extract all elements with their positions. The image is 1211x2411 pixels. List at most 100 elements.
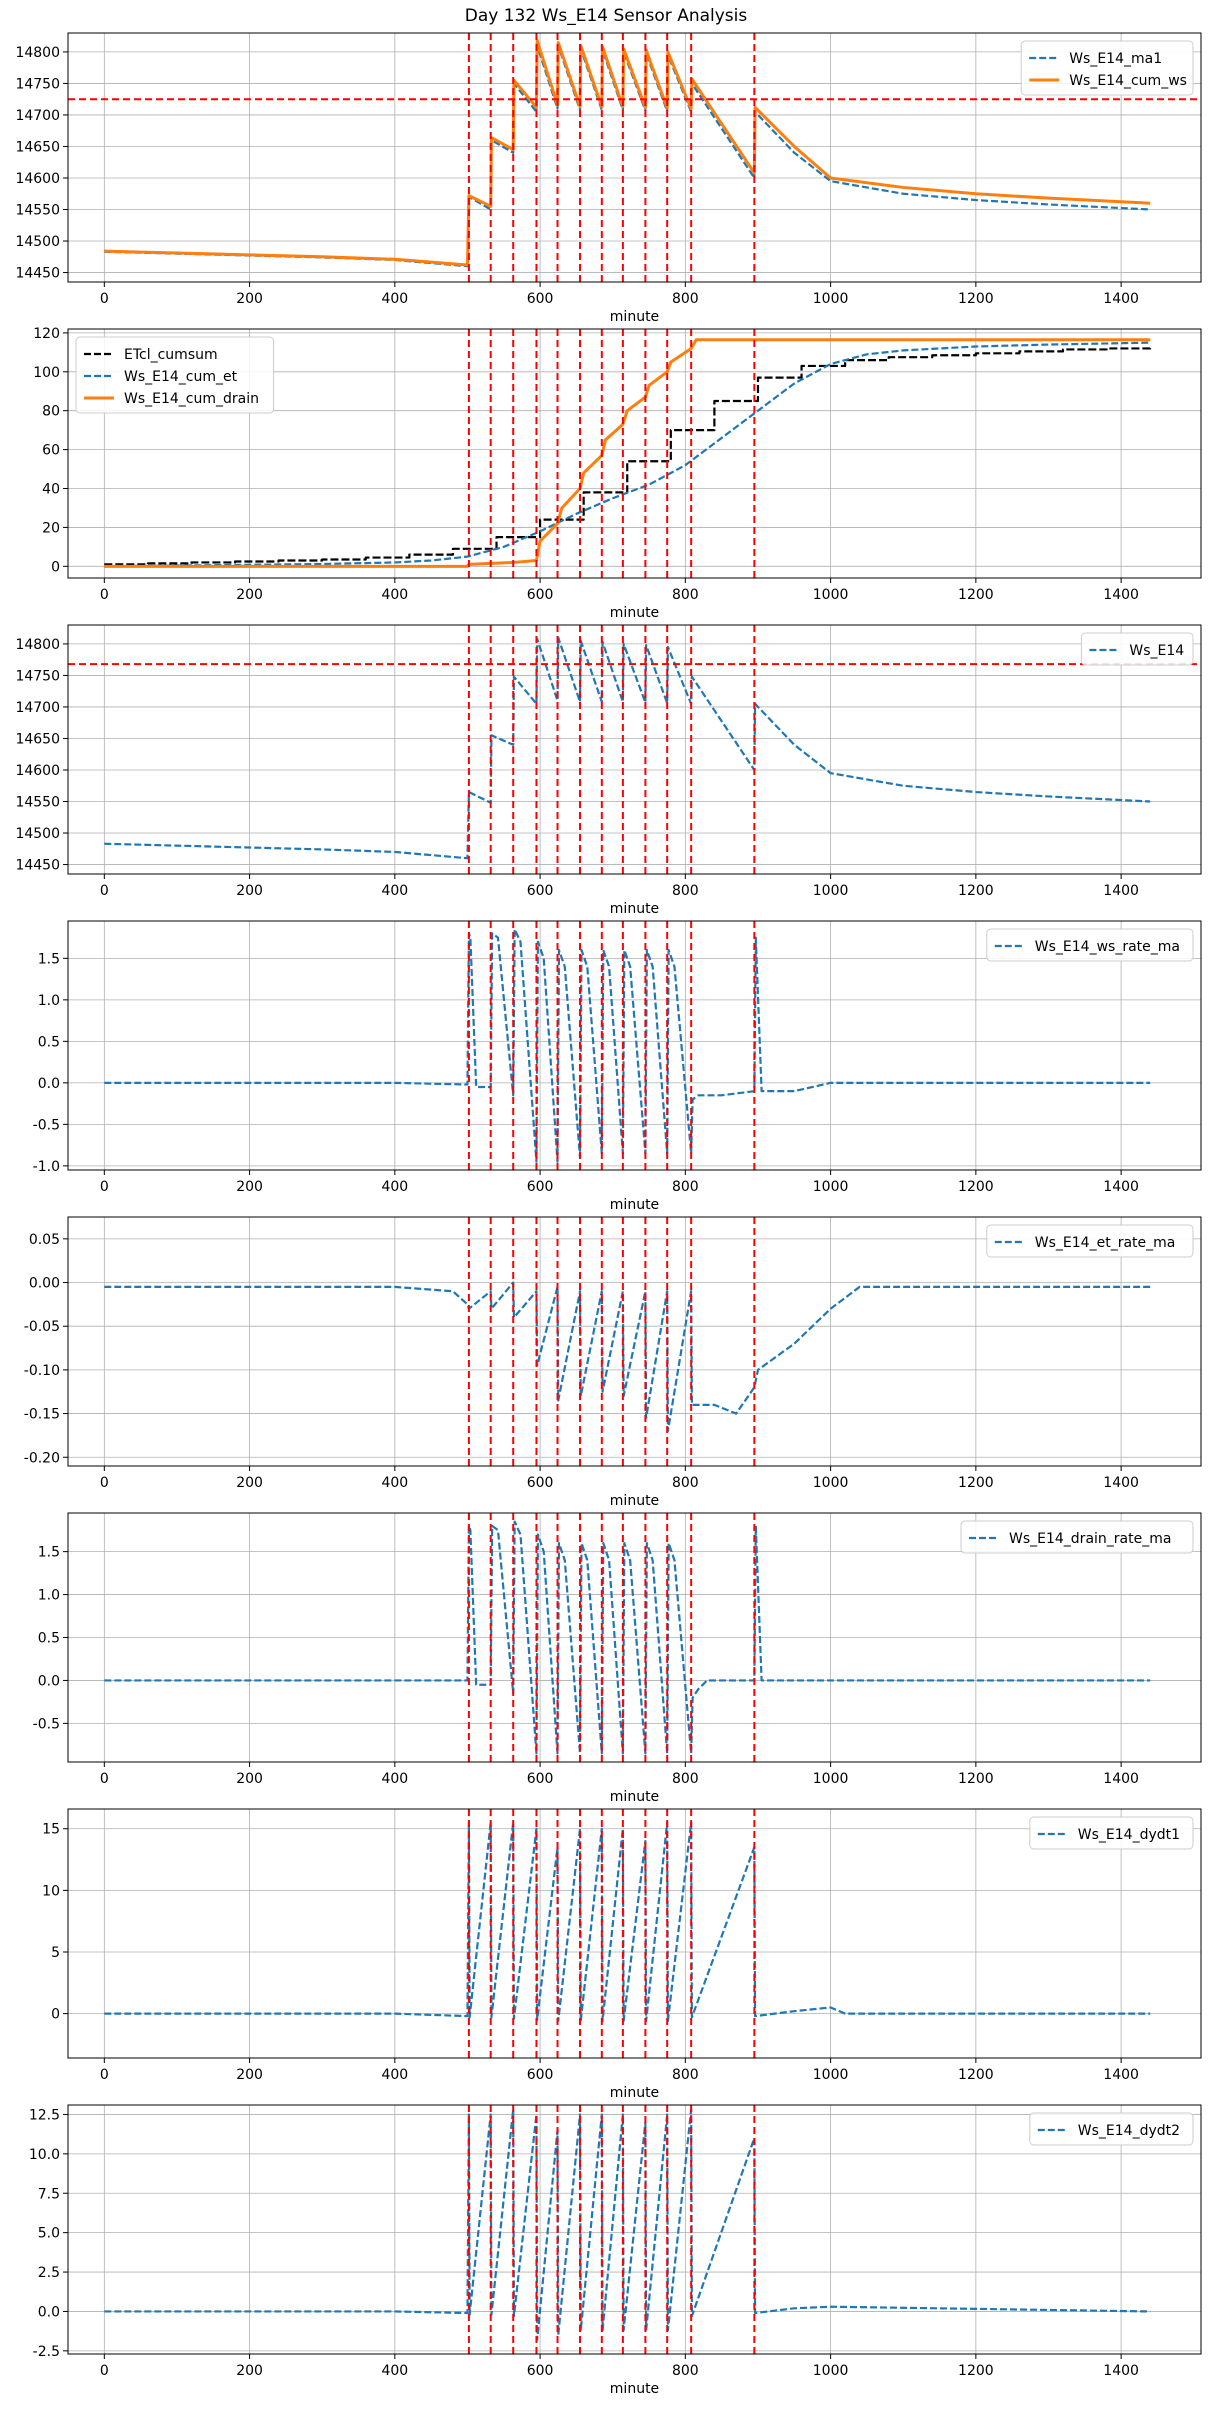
y-tick-label: 1.0 — [38, 993, 60, 1009]
legend-box — [960, 1520, 1194, 1554]
legend-entry-label: Ws_E14_cum_et — [124, 369, 238, 385]
axes-frame — [67, 1808, 1202, 2059]
y-tick-label: 5 — [51, 1945, 60, 1961]
y-tick-label: -0.05 — [24, 1319, 60, 1335]
x-tick-label: 600 — [527, 2067, 554, 2083]
legend: ETcl_cumsum Ws_E14_cum_et Ws_E14_cum_drain — [75, 336, 275, 414]
x-tick-label: 1000 — [813, 2067, 849, 2083]
x-tick-label: 200 — [236, 883, 263, 899]
y-tick-label: 0.05 — [29, 1232, 60, 1248]
y-tick-label: 120 — [33, 326, 60, 342]
x-tick-label: 1000 — [813, 291, 849, 307]
x-tick-label: 400 — [381, 2067, 408, 2083]
x-tick-label: 800 — [672, 1771, 699, 1787]
subplot-5: 0 200 400 600 800 1000 1200 1400 -0.20 -0.15 -0.10… — [24, 1216, 1202, 1509]
legend-entry-label: Ws_E14_drain_rate_ma — [1009, 1531, 1171, 1547]
x-tick-label: 400 — [381, 1475, 408, 1491]
y-tick-label: -2.5 — [33, 2344, 60, 2360]
legend-box — [75, 336, 275, 414]
x-tick-label: 200 — [236, 2363, 263, 2379]
y-tick-label: 14550 — [15, 203, 60, 219]
y-tick-label: -0.20 — [24, 1450, 60, 1466]
y-tick-label: 0.0 — [38, 2304, 60, 2320]
x-tick-label: 0 — [100, 1475, 109, 1491]
series-line-ws-e14-drain-rate-ma — [104, 1520, 1151, 1755]
legend-entry-label: Ws_E14_et_rate_ma — [1035, 1235, 1176, 1251]
subplot-4: 0 200 400 600 800 1000 1200 1400 -1.0 -0.5 0.0 0.5 1… — [33, 920, 1202, 1213]
y-tick-label: 2.5 — [38, 2265, 60, 2281]
x-tick-label: 1400 — [1103, 587, 1139, 603]
x-tick-label: 0 — [100, 587, 109, 603]
x-tick-label: 400 — [381, 587, 408, 603]
y-tick-label: 14500 — [15, 234, 60, 250]
x-tick-label: 1200 — [958, 291, 994, 307]
plot-area — [104, 2105, 1151, 2354]
x-tick-label: 200 — [236, 1179, 263, 1195]
y-tick-label: 5.0 — [38, 2226, 60, 2242]
y-tick-label: 0.5 — [38, 1631, 60, 1647]
x-axis-label: minute — [610, 2085, 659, 2101]
y-tick-label: 14450 — [15, 266, 60, 282]
x-tick-label: 1200 — [958, 883, 994, 899]
x-tick-label: 1000 — [813, 1179, 849, 1195]
x-tick-label: 1400 — [1103, 1771, 1139, 1787]
y-tick-label: -0.10 — [24, 1363, 60, 1379]
legend-box — [986, 928, 1194, 962]
y-tick-label: 14650 — [15, 139, 60, 155]
legend-box — [1029, 2112, 1194, 2146]
axes-frame — [67, 1216, 1202, 1467]
plot-area — [104, 1809, 1151, 2058]
y-tick-label: 14750 — [15, 76, 60, 92]
axes-frame — [67, 624, 1202, 875]
x-tick-label: 1200 — [958, 2363, 994, 2379]
x-tick-label: 400 — [381, 883, 408, 899]
x-tick-label: 200 — [236, 291, 263, 307]
series-line-ws-e14-et-rate-ma — [104, 1281, 1151, 1433]
x-tick-label: 800 — [672, 587, 699, 603]
y-tick-label: 1.0 — [38, 1588, 60, 1604]
x-tick-label: 1000 — [813, 883, 849, 899]
y-tick-label: 1.5 — [38, 1545, 60, 1561]
y-tick-label: 14450 — [15, 858, 60, 874]
y-tick-label: 1.5 — [38, 951, 60, 967]
axes-frame — [67, 2104, 1202, 2355]
y-tick-label: 14650 — [15, 731, 60, 747]
x-axis-label: minute — [610, 2381, 659, 2397]
x-tick-label: 1400 — [1103, 291, 1139, 307]
x-tick-label: 400 — [381, 1771, 408, 1787]
x-axis-label: minute — [610, 309, 659, 325]
axes-frame — [67, 920, 1202, 1171]
x-tick-label: 1400 — [1103, 1179, 1139, 1195]
x-axis-label: minute — [610, 901, 659, 917]
legend: Ws_E14_drain_rate_ma — [960, 1520, 1194, 1554]
legend-entry-label: Ws_E14_ws_rate_ma — [1035, 939, 1180, 955]
series-line-ws-e14-cum-ws — [104, 39, 1151, 267]
legend-entry-label: Ws_E14_ma1 — [1069, 51, 1162, 67]
y-tick-label: 14700 — [15, 108, 60, 124]
series-line-ws-e14 — [104, 636, 1151, 860]
x-tick-label: 600 — [527, 1475, 554, 1491]
y-tick-label: 100 — [33, 365, 60, 381]
subplot-1: 0 200 400 600 800 1000 1200 1400 14450 14500 14550… — [15, 32, 1202, 325]
subplot-3: 0 200 400 600 800 1000 1200 1400 14450 14500 14550… — [15, 624, 1202, 917]
y-tick-label: 40 — [42, 482, 60, 498]
legend-box — [986, 1224, 1194, 1258]
axes-frame — [67, 32, 1202, 283]
legend: Ws_E14_dydt2 — [1029, 2112, 1194, 2146]
x-tick-label: 800 — [672, 1179, 699, 1195]
x-tick-label: 1200 — [958, 2067, 994, 2083]
x-tick-label: 600 — [527, 883, 554, 899]
plot-area — [104, 1513, 1151, 1762]
y-tick-label: 0 — [51, 2007, 60, 2023]
y-tick-label: 14750 — [15, 668, 60, 684]
y-tick-label: 12.5 — [29, 2107, 60, 2123]
x-tick-label: 600 — [527, 1771, 554, 1787]
x-tick-label: 0 — [100, 883, 109, 899]
legend-box — [1080, 632, 1194, 666]
subplot-7: 0 200 400 600 800 1000 1200 1400 0 5 10 15 minute Ws_… — [42, 1808, 1202, 2101]
legend: Ws_E14_et_rate_ma — [986, 1224, 1194, 1258]
y-tick-label: 7.5 — [38, 2186, 60, 2202]
x-axis-label: minute — [610, 605, 659, 621]
y-tick-label: 20 — [42, 520, 60, 536]
y-tick-label: 60 — [42, 443, 60, 459]
